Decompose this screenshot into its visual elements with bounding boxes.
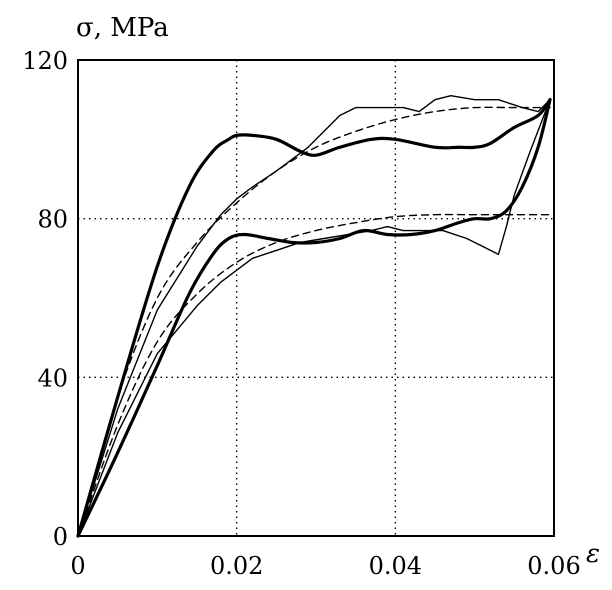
x-tick-label-0: 0 (70, 552, 85, 580)
series-group (76, 95, 552, 538)
gridlines (78, 60, 554, 536)
y-tick-label-0: 0 (53, 523, 68, 551)
tick-labels: 0 0.02 0.04 0.06 0 40 80 120 (22, 47, 581, 580)
y-tick-label-3: 120 (22, 47, 68, 75)
x-axis-label: ε (586, 539, 600, 569)
x-tick-label-1: 0.02 (210, 552, 263, 580)
y-tick-label-1: 40 (37, 364, 68, 392)
x-tick-label-2: 0.04 (369, 552, 422, 580)
series-thick-0 (76, 98, 552, 538)
plot-frame (77, 59, 555, 537)
series-dashed-4 (77, 106, 551, 537)
y-axis-label: σ, MPa (76, 13, 169, 43)
series-dashed-5 (77, 213, 551, 537)
series-thin-3 (77, 98, 551, 537)
y-tick-label-2: 80 (37, 206, 68, 234)
series-thick-1 (76, 98, 552, 538)
x-tick-label-3: 0.06 (527, 552, 580, 580)
